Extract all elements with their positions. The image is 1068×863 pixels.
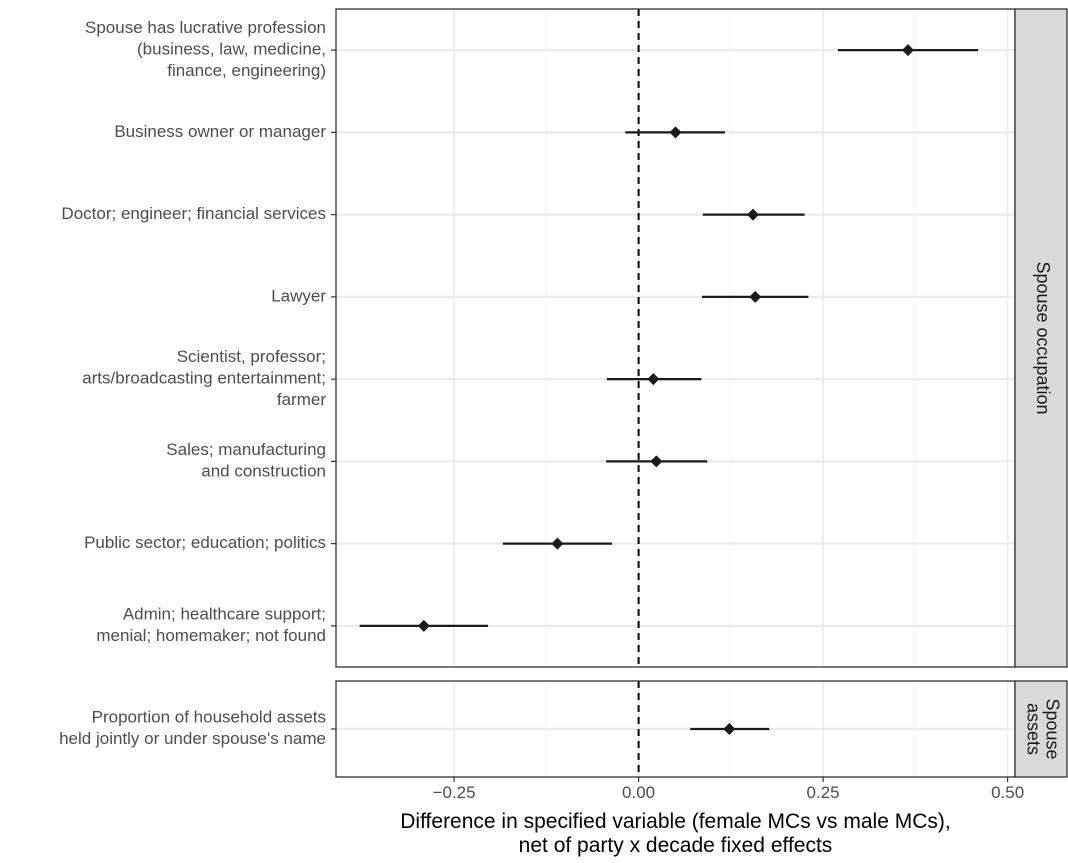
row-label: Public sector; education; politics [84, 533, 326, 552]
row-label: (business, law, medicine, [137, 40, 326, 59]
row-label: and construction [201, 462, 326, 481]
panel-background [336, 9, 1015, 667]
estimate-point [650, 455, 663, 468]
estimate-point [647, 373, 660, 386]
row-label: arts/broadcasting entertainment; [82, 369, 326, 388]
row-label: Lawyer [271, 286, 326, 305]
row-label: Spouse has lucrative profession [85, 18, 326, 37]
row-label: Proportion of household assets [92, 708, 326, 727]
row-label: Admin; healthcare support; [123, 605, 326, 624]
estimate-point [749, 290, 762, 303]
row-label: Scientist, professor; [177, 347, 326, 366]
facet-strip [1014, 8, 1068, 668]
x-tick-label: 0.25 [807, 783, 840, 802]
facet-panel: Spouse has lucrative profession (business… [61, 8, 1068, 668]
estimate-point [551, 537, 564, 550]
x-axis-title: net of party x decade fixed effects [519, 834, 833, 857]
strip-label-line: assets [1023, 703, 1043, 755]
facet-panel: Proportion of household assets held joint… [59, 680, 1068, 778]
x-tick-label: −0.25 [433, 783, 476, 802]
x-axis-title: Difference in specified variable (female… [400, 810, 950, 833]
row-label: Doctor; engineer; financial services [61, 204, 326, 223]
facet-strip-label: Spouse occupation [1033, 261, 1053, 414]
estimate-point [901, 44, 914, 57]
row-label: farmer [277, 390, 326, 409]
x-tick-label: 0.50 [991, 783, 1024, 802]
facet-strip [1014, 680, 1068, 778]
row-label: held jointly or under spouse's name [59, 729, 326, 748]
estimate-point [417, 619, 430, 632]
row-label: finance, engineering) [167, 61, 326, 80]
strip-label-line: Spouse [1042, 698, 1062, 759]
row-label: Sales; manufacturing [166, 440, 326, 459]
facet-strip-label: Spouseassets [1023, 698, 1062, 759]
strip-label-line: Spouse occupation [1033, 261, 1053, 414]
estimate-point [746, 208, 759, 221]
row-label: Business owner or manager [114, 122, 326, 141]
estimate-point [669, 126, 682, 139]
x-tick-label: 0.00 [622, 783, 655, 802]
row-label: menial; homemaker; not found [96, 626, 326, 645]
estimate-point [723, 723, 736, 735]
